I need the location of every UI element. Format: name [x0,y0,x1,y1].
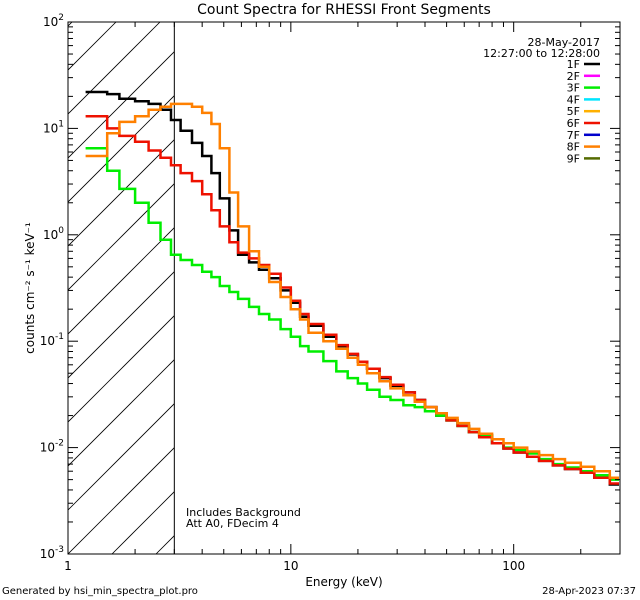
x-tick-label: 100 [502,559,525,573]
y-tick-label: 102 [43,13,64,29]
series-line-8F [85,102,619,480]
time-range-label: 12:27:00 to 12:28:00 [483,47,600,60]
annotation-background: Includes Background [186,506,301,519]
legend-label-7F: 7F [567,129,580,142]
hatch-line [68,183,175,291]
legend-label-1F: 1F [567,58,580,71]
y-tick-label: 10-3 [40,545,64,561]
hatch-line [68,403,175,511]
legend-label-6F: 6F [567,117,580,130]
y-tick-label: 101 [43,119,64,135]
x-axis: 1 10 100 [64,22,621,573]
y-axis-label: counts cm⁻² s⁻¹ keV⁻¹ [23,222,37,354]
x-tick-label: 10 [283,559,298,573]
y-tick-label: 100 [43,226,64,242]
chart-title: Count Spectra for RHESSI Front Segments [197,2,491,18]
hatch-line [68,447,175,554]
legend-label-4F: 4F [567,93,580,106]
hatch-line [68,22,161,115]
date-label: 28-May-2017 [528,36,600,49]
legend-label-8F: 8F [567,141,580,154]
series-layer [85,90,619,486]
hatch-line [68,51,175,159]
legend-label-5F: 5F [567,105,580,118]
y-tick-label: 10-1 [40,332,64,348]
hatch-line [68,227,175,335]
y-tick-label: 10-2 [40,439,64,455]
legend-label-9F: 9F [567,152,580,165]
footer-timestamp: 28-Apr-2023 07:37 [542,586,636,597]
x-axis-label: Energy (keV) [305,575,382,589]
legend-label-3F: 3F [567,82,580,95]
y-axis: 102 101 100 10-1 10-2 10-3 [40,13,620,561]
x-tick-label: 1 [64,559,72,573]
hatched-region [68,22,175,554]
footer-generated-by: Generated by hsi_min_spectra_plot.pro [2,586,198,597]
hatch-line [68,22,117,71]
hatch-line [68,359,175,467]
plot-frame [67,21,621,555]
annotation-attenuator: Att A0, FDecim 4 [186,517,279,530]
legend-label-2F: 2F [567,70,580,83]
